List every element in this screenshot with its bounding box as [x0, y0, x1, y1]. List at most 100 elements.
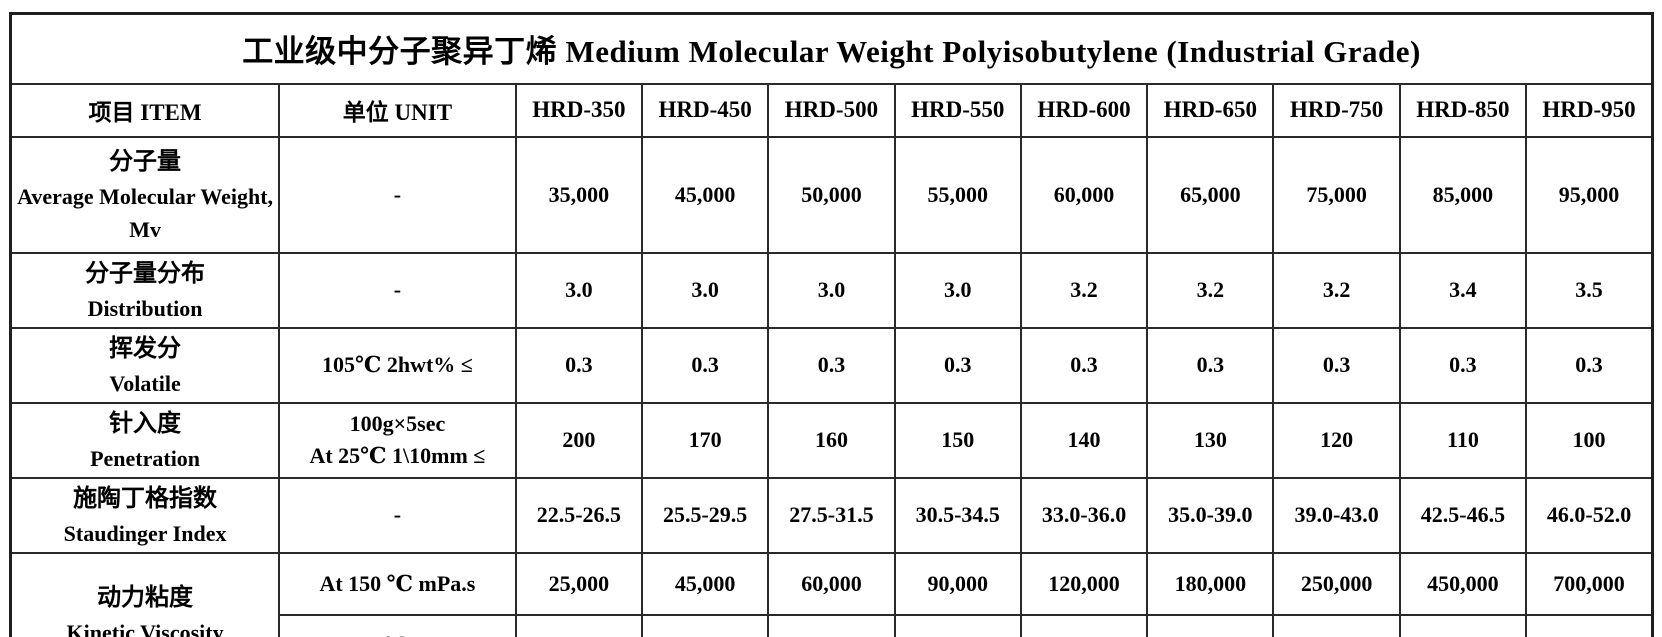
value-cell: 22.5-26.5 [514, 476, 644, 554]
value-cell: 200,000 [1398, 613, 1528, 637]
unit-line: 100g×5sec [349, 411, 446, 437]
item-label-en: Penetration [90, 445, 201, 471]
value-cell: 53,000 [1019, 613, 1149, 637]
value-cell: 170 [640, 401, 770, 479]
value-cell: 0.3 [1525, 326, 1654, 404]
value-cell: 0.3 [1019, 326, 1149, 404]
value-cell: 3.0 [514, 251, 644, 329]
value-cell: 27.5-31.5 [767, 476, 896, 554]
unit-cell: - [278, 135, 517, 254]
value-cell: 320,000 [1525, 613, 1654, 637]
value-cell: 65,000 [1146, 135, 1275, 254]
value-cell: 700,000 [1525, 551, 1654, 616]
item-label-en: Distribution [87, 295, 203, 321]
value-cell: 95,000 [1525, 135, 1654, 254]
value-cell: 39.0-43.0 [1272, 476, 1401, 554]
unit-cell: - [278, 251, 517, 329]
unit-line: At 25℃ 1\10mm ≤ [309, 443, 486, 468]
value-cell: 46.0-52.0 [1525, 476, 1654, 554]
value-cell: 25,000 [514, 551, 644, 616]
value-cell: 0.3 [1398, 326, 1528, 404]
value-cell: 11,000 [514, 613, 644, 637]
row-kinetic-viscosity-150: 动力粘度 Kinetic Viscosity At 150 ℃ mPa.s 25… [9, 551, 1654, 637]
item-cell: 分子量分布 Distribution [9, 251, 281, 329]
item-label-zh: 针入度 [109, 409, 182, 437]
value-cell: 250,000 [1272, 551, 1401, 616]
value-cell: 20,000 [640, 613, 770, 637]
item-label-en: Average Molecular Weight, [17, 183, 274, 209]
value-cell: 55,000 [893, 135, 1022, 254]
row-molecular-weight: 分子量 Average Molecular Weight, Mv - 35,00… [9, 135, 1654, 254]
value-cell: 42.5-46.5 [1398, 476, 1528, 554]
item-label-en: Mv [129, 216, 161, 242]
value-cell: 3.0 [767, 251, 896, 329]
value-cell: 3.2 [1146, 251, 1275, 329]
column-header-grade: HRD-600 [1019, 82, 1149, 138]
value-cell: 35.0-39.0 [1146, 476, 1275, 554]
value-cell: 60,000 [1019, 135, 1149, 254]
item-label-en: Staudinger Index [63, 520, 227, 546]
value-cell: 120,000 [1019, 551, 1149, 616]
value-cell: 30.5-34.5 [893, 476, 1022, 554]
column-header-grade: HRD-450 [640, 82, 770, 138]
column-header-grade: HRD-650 [1146, 82, 1275, 138]
unit-cell: 100g×5sec At 25℃ 1\10mm ≤ [278, 401, 517, 479]
value-cell: 3.0 [640, 251, 770, 329]
value-cell: 60,000 [767, 551, 896, 616]
value-cell: 85,000 [1398, 135, 1528, 254]
value-cell: 100 [1525, 401, 1654, 479]
value-cell: 90,000 [893, 551, 1022, 616]
value-cell: 0.3 [1146, 326, 1275, 404]
column-header-unit: 单位 UNIT [278, 82, 517, 138]
value-cell: 0.3 [767, 326, 896, 404]
value-cell: 3.2 [1019, 251, 1149, 329]
value-cell: 150 [893, 401, 1022, 479]
value-cell: 160 [767, 401, 896, 479]
row-penetration: 针入度 Penetration 100g×5sec At 25℃ 1\10mm … [9, 401, 1654, 479]
column-header-grade: HRD-550 [893, 82, 1022, 138]
value-cell: 3.4 [1398, 251, 1528, 329]
item-cell: 施陶丁格指数 Staudinger Index [9, 476, 281, 554]
value-cell: 0.3 [514, 326, 644, 404]
item-label-en: Kinetic Viscosity [66, 620, 224, 637]
column-header-grade: HRD-950 [1525, 82, 1654, 138]
value-cell: 3.2 [1272, 251, 1401, 329]
value-cell: 130 [1146, 401, 1275, 479]
value-cell: 80,000 [1146, 613, 1275, 637]
item-label-zh: 动力粘度 [97, 584, 194, 612]
unit-cell: At 150 ℃ mPa.s [278, 551, 517, 616]
product-spec-table: 工业级中分子聚异丁烯 Medium Molecular Weight Polyi… [9, 12, 1654, 637]
row-kinetic-viscosity-177: At 177℃ mPa.s 11,000 20,000 26,000 40,00… [11, 613, 1654, 637]
column-header-grade: HRD-500 [767, 82, 896, 138]
column-header-grade: HRD-850 [1398, 82, 1528, 138]
item-cell: 分子量 Average Molecular Weight, Mv [9, 135, 281, 254]
value-cell: 50,000 [767, 135, 896, 254]
column-header-grade: HRD-750 [1272, 82, 1401, 138]
value-cell: 35,000 [514, 135, 644, 254]
item-cell: 挥发分 Volatile [9, 326, 281, 404]
item-label-zh: 分子量 [109, 147, 182, 175]
item-label-zh: 分子量分布 [85, 259, 206, 287]
row-staudinger-index: 施陶丁格指数 Staudinger Index - 22.5-26.5 25.5… [9, 476, 1654, 554]
item-label-zh: 挥发分 [109, 334, 182, 362]
value-cell: 0.3 [893, 326, 1022, 404]
row-distribution: 分子量分布 Distribution - 3.0 3.0 3.0 3.0 3.2… [9, 251, 1654, 329]
unit-cell: At 177℃ mPa.s [278, 613, 517, 637]
value-cell: 120 [1272, 401, 1401, 479]
value-cell: 75,000 [1272, 135, 1401, 254]
unit-cell: - [278, 476, 517, 554]
value-cell: 3.0 [893, 251, 1022, 329]
value-cell: 110,000 [1272, 613, 1401, 637]
row-volatile: 挥发分 Volatile 105℃ 2hwt% ≤ 0.3 0.3 0.3 0.… [9, 326, 1654, 404]
item-label-zh: 施陶丁格指数 [73, 484, 218, 512]
value-cell: 140 [1019, 401, 1149, 479]
value-cell: 26,000 [767, 613, 896, 637]
value-cell: 200 [514, 401, 644, 479]
table-title: 工业级中分子聚异丁烯 Medium Molecular Weight Polyi… [9, 12, 1654, 85]
value-cell: 33.0-36.0 [1019, 476, 1149, 554]
unit-cell: 105℃ 2hwt% ≤ [278, 326, 517, 404]
value-cell: 25.5-29.5 [640, 476, 770, 554]
item-cell: 针入度 Penetration [9, 401, 281, 479]
value-cell: 0.3 [640, 326, 770, 404]
